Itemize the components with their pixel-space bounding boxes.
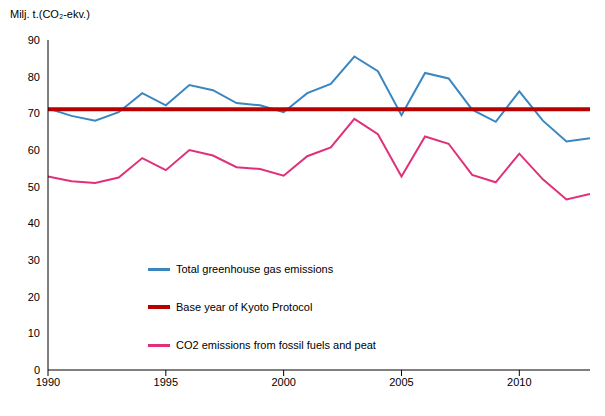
svg-text:30: 30 bbox=[28, 254, 40, 266]
svg-text:60: 60 bbox=[28, 144, 40, 156]
svg-text:0: 0 bbox=[34, 364, 40, 376]
svg-text:70: 70 bbox=[28, 107, 40, 119]
svg-text:50: 50 bbox=[28, 181, 40, 193]
svg-text:80: 80 bbox=[28, 71, 40, 83]
svg-text:90: 90 bbox=[28, 34, 40, 46]
svg-text:1990: 1990 bbox=[36, 376, 60, 388]
html-text:CO2 emissions from fossil fuel: CO2 emissions from fossil fuels and peat bbox=[176, 339, 376, 351]
svg-text:40: 40 bbox=[28, 217, 40, 229]
html-text:Base year of Kyoto Protocol: Base year of Kyoto Protocol bbox=[176, 301, 313, 313]
svg-text:1995: 1995 bbox=[154, 376, 178, 388]
svg-text:10: 10 bbox=[28, 327, 40, 339]
svg-text:2010: 2010 bbox=[507, 376, 531, 388]
svg-text:20: 20 bbox=[28, 291, 40, 303]
svg-text:2000: 2000 bbox=[271, 376, 295, 388]
html-text:Total greenhouse gas emissions: Total greenhouse gas emissions bbox=[176, 263, 334, 275]
html-text:Milj. t.(CO₂-ekv.): Milj. t.(CO₂-ekv.) bbox=[10, 8, 90, 20]
svg-text:2005: 2005 bbox=[389, 376, 413, 388]
